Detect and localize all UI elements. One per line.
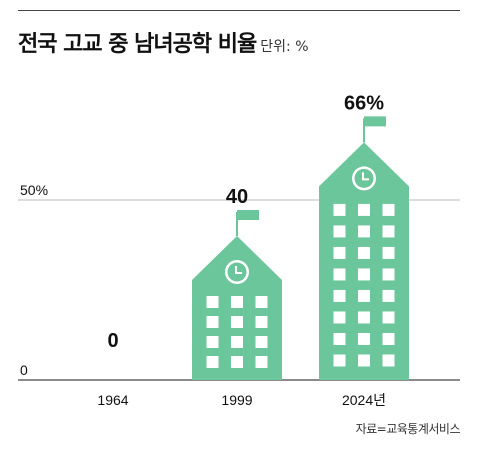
window	[358, 289, 370, 302]
window	[333, 354, 346, 367]
unit-label: 단위: %	[260, 39, 309, 55]
window	[358, 311, 370, 324]
data-label: 40	[226, 186, 248, 208]
window	[206, 356, 219, 368]
window	[333, 289, 346, 302]
window	[206, 296, 219, 308]
data-label: 0	[107, 330, 118, 352]
x-tick-label: 1999	[221, 392, 252, 408]
window	[255, 356, 268, 368]
window	[382, 268, 395, 281]
source-note: 자료=교육통계서비스	[355, 422, 461, 436]
chart-title: 전국 고교 중 남녀공학 비율	[18, 32, 257, 57]
window	[382, 246, 395, 259]
window	[382, 289, 395, 302]
window	[333, 332, 346, 345]
x-tick-label: 1964	[97, 392, 128, 408]
window	[231, 356, 243, 368]
window	[358, 332, 370, 345]
flag	[237, 210, 259, 220]
bar-building-2024년	[319, 116, 409, 380]
window	[333, 203, 346, 216]
y-tick-label: 50%	[20, 182, 48, 198]
window	[382, 354, 395, 367]
window	[231, 296, 243, 308]
window	[382, 311, 395, 324]
window	[358, 246, 370, 259]
window	[206, 316, 219, 328]
window	[255, 316, 268, 328]
clock-hands	[235, 266, 242, 274]
top-rule	[18, 10, 460, 11]
window	[231, 336, 243, 348]
window	[382, 332, 395, 345]
window	[358, 225, 370, 238]
flag	[364, 116, 386, 127]
bar-building-1999	[192, 210, 282, 380]
window	[382, 203, 395, 216]
window	[255, 336, 268, 348]
x-tick-label: 2024년	[342, 392, 386, 408]
y-tick-label: 0	[20, 362, 28, 378]
window	[333, 268, 346, 281]
window	[231, 316, 243, 328]
data-label: 66%	[344, 92, 384, 114]
window	[358, 268, 370, 281]
window	[255, 296, 268, 308]
window	[382, 225, 395, 238]
window	[358, 203, 370, 216]
window	[333, 225, 346, 238]
window	[333, 246, 346, 259]
window	[358, 354, 370, 367]
title-row: 전국 고교 중 남녀공학 비율 단위: %	[18, 26, 309, 58]
window	[333, 311, 346, 324]
clock-hands	[362, 172, 369, 181]
window	[206, 336, 219, 348]
